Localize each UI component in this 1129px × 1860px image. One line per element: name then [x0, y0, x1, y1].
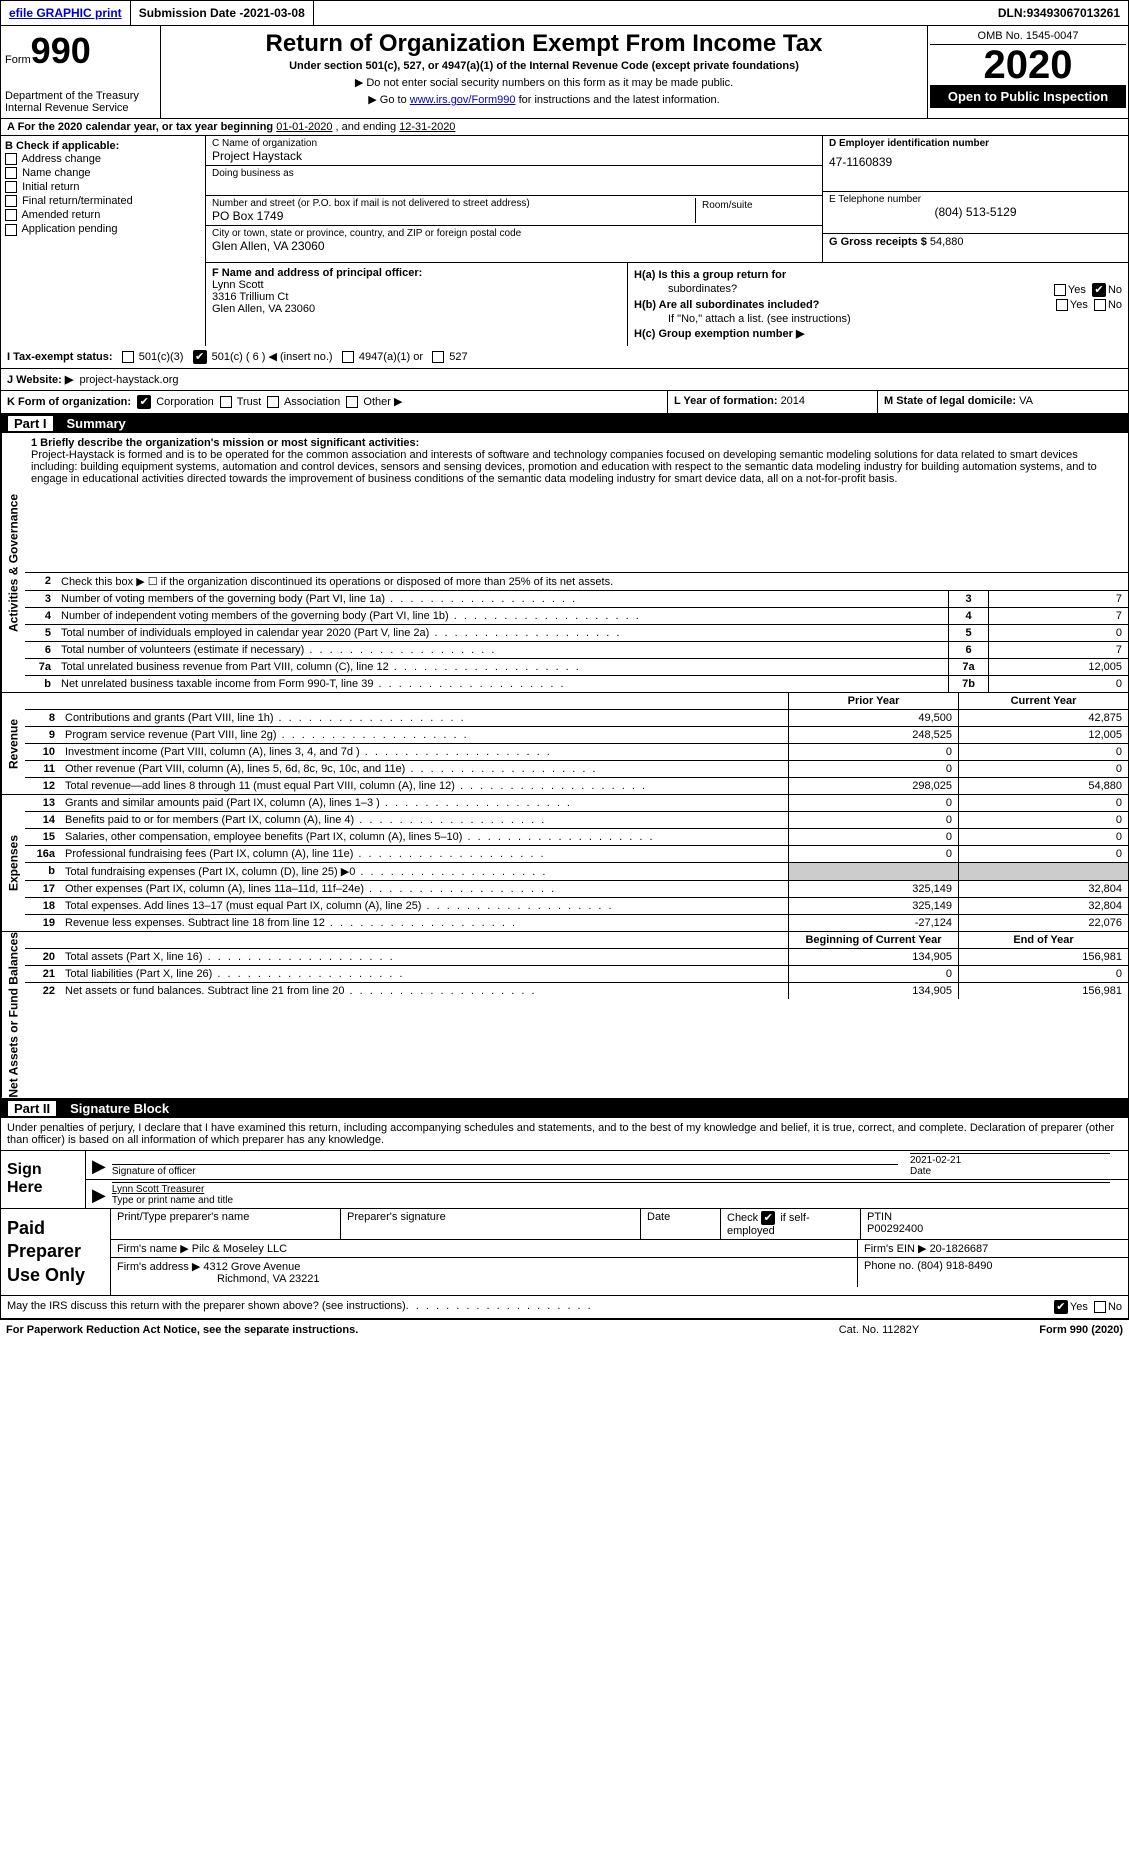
part2-header: Part II Signature Block: [0, 1099, 1129, 1118]
part1-header: Part I Summary: [0, 414, 1129, 433]
summary-line: 8Contributions and grants (Part VIII, li…: [25, 710, 1128, 727]
discuss-with-preparer: May the IRS discuss this return with the…: [0, 1296, 1129, 1319]
gross-receipts-field: G Gross receipts $ 54,880: [823, 234, 1128, 262]
summary-line: 17Other expenses (Part IX, column (A), l…: [25, 881, 1128, 898]
group-return-section: H(a) Is this a group return for subordin…: [628, 263, 1128, 346]
prep-name-hdr: Print/Type preparer's name: [111, 1209, 341, 1239]
website-field: J Website: ▶ project-haystack.org: [1, 369, 1128, 390]
chk-initial-return[interactable]: Initial return: [5, 180, 201, 194]
vtab-expenses: Expenses: [1, 795, 25, 931]
summary-line: 5Total number of individuals employed in…: [25, 625, 1128, 642]
instructions-link[interactable]: www.irs.gov/Form990: [410, 94, 516, 106]
efile-link[interactable]: efile GRAPHIC print: [1, 1, 131, 25]
submission-date: Submission Date - 2021-03-08: [131, 1, 314, 25]
paperwork-notice: For Paperwork Reduction Act Notice, see …: [6, 1324, 358, 1336]
netassets-col-headers: Beginning of Current Year End of Year: [25, 932, 1128, 949]
form-of-org-row: K Form of organization: ✔ Corporation Tr…: [1, 391, 1128, 413]
street-field: Number and street (or P.O. box if mail i…: [206, 196, 822, 226]
summary-line: 14Benefits paid to or for members (Part …: [25, 812, 1128, 829]
form-subtitle: Under section 501(c), 527, or 4947(a)(1)…: [165, 60, 923, 72]
form-header: Form990 Department of the Treasury Inter…: [0, 26, 1129, 119]
row-a-tax-year: A For the 2020 calendar year, or tax yea…: [0, 119, 1129, 136]
form-page-label: Form 990 (2020): [1039, 1324, 1123, 1336]
city-field: City or town, state or province, country…: [206, 226, 822, 255]
summary-line: 2Check this box ▶ ☐ if the organization …: [25, 573, 1128, 591]
signature-block: Under penalties of perjury, I declare th…: [0, 1118, 1129, 1209]
summary-line: 11Other revenue (Part VIII, column (A), …: [25, 761, 1128, 778]
identity-section: B Check if applicable: Address change Na…: [0, 136, 1129, 346]
summary-line: 21Total liabilities (Part X, line 26)00: [25, 966, 1128, 983]
chk-address-change[interactable]: Address change: [5, 152, 201, 166]
prep-selfemp[interactable]: Check ✔ if self-employed: [721, 1209, 861, 1239]
form-title: Return of Organization Exempt From Incom…: [165, 30, 923, 58]
summary-line: bNet unrelated business taxable income f…: [25, 676, 1128, 692]
chk-amended-return[interactable]: Amended return: [5, 208, 201, 222]
signature-date: 2021-02-21Date: [910, 1153, 1110, 1177]
summary-line: bTotal fundraising expenses (Part IX, co…: [25, 863, 1128, 881]
activities-governance-block: Activities & Governance 1 Briefly descri…: [0, 433, 1129, 693]
vtab-revenue: Revenue: [1, 693, 25, 794]
summary-line: 4Number of independent voting members of…: [25, 608, 1128, 625]
catalog-number: Cat. No. 11282Y: [839, 1324, 920, 1336]
vtab-netassets: Net Assets or Fund Balances: [1, 932, 25, 1098]
firm-phone: Phone no. (804) 918-8490: [858, 1258, 1128, 1287]
page-footer: For Paperwork Reduction Act Notice, see …: [0, 1319, 1129, 1340]
header-left: Form990 Department of the Treasury Inter…: [1, 26, 161, 118]
signature-of-officer[interactable]: Signature of officer: [112, 1164, 898, 1177]
revenue-block: Revenue Prior Year Current Year 8Contrib…: [0, 693, 1129, 795]
firm-ein: Firm's EIN ▶ 20-1826687: [858, 1240, 1128, 1257]
box-b: B Check if applicable: Address change Na…: [1, 136, 206, 346]
chk-name-change[interactable]: Name change: [5, 166, 201, 180]
prep-ptin: PTINP00292400: [861, 1209, 1128, 1239]
revenue-col-headers: Prior Year Current Year: [25, 693, 1128, 710]
paid-preparer-label: Paid Preparer Use Only: [1, 1209, 111, 1295]
ijk-section: I Tax-exempt status: 501(c)(3) ✔ 501(c) …: [0, 346, 1129, 414]
dba-field: Doing business as: [206, 166, 822, 196]
summary-line: 15Salaries, other compensation, employee…: [25, 829, 1128, 846]
tax-year: 2020: [930, 45, 1126, 85]
chk-final-return[interactable]: Final return/terminated: [5, 194, 201, 208]
summary-line: 22Net assets or fund balances. Subtract …: [25, 983, 1128, 999]
summary-line: 3Number of voting members of the governi…: [25, 591, 1128, 608]
sign-here-label: Sign Here: [1, 1151, 86, 1208]
org-name-field: C Name of organization Project Haystack: [206, 136, 822, 166]
prep-sig-hdr: Preparer's signature: [341, 1209, 641, 1239]
summary-line: 13Grants and similar amounts paid (Part …: [25, 795, 1128, 812]
paid-preparer-block: Paid Preparer Use Only Print/Type prepar…: [0, 1209, 1129, 1296]
open-to-public: Open to Public Inspection: [930, 85, 1126, 108]
summary-line: 7aTotal unrelated business revenue from …: [25, 659, 1128, 676]
summary-line: 12Total revenue—add lines 8 through 11 (…: [25, 778, 1128, 794]
principal-officer: F Name and address of principal officer:…: [206, 263, 628, 346]
tax-exempt-status: I Tax-exempt status: 501(c)(3) ✔ 501(c) …: [1, 346, 601, 368]
top-bar: efile GRAPHIC print Submission Date - 20…: [0, 0, 1129, 26]
officer-name-title: Lynn Scott TreasurerType or print name a…: [112, 1182, 1110, 1206]
summary-line: 18Total expenses. Add lines 13–17 (must …: [25, 898, 1128, 915]
prep-date-hdr: Date: [641, 1209, 721, 1239]
perjury-declaration: Under penalties of perjury, I declare th…: [1, 1118, 1128, 1151]
firm-name: Firm's name ▶ Pilc & Moseley LLC: [111, 1240, 858, 1257]
summary-line: 19Revenue less expenses. Subtract line 1…: [25, 915, 1128, 931]
summary-line: 20Total assets (Part X, line 16)134,9051…: [25, 949, 1128, 966]
privacy-note: ▶ Do not enter social security numbers o…: [165, 76, 923, 89]
summary-line: 10Investment income (Part VIII, column (…: [25, 744, 1128, 761]
header-right: OMB No. 1545-0047 2020 Open to Public In…: [928, 26, 1128, 118]
expenses-block: Expenses 13Grants and similar amounts pa…: [0, 795, 1129, 932]
summary-line: 6Total number of volunteers (estimate if…: [25, 642, 1128, 659]
summary-line: 16aProfessional fundraising fees (Part I…: [25, 846, 1128, 863]
chk-application-pending[interactable]: Application pending: [5, 222, 201, 236]
mission-field: 1 Briefly describe the organization's mi…: [25, 433, 1128, 573]
vtab-activities: Activities & Governance: [1, 433, 25, 692]
ein-field: D Employer identification number 47-1160…: [823, 136, 1128, 192]
firm-address: Firm's address ▶ 4312 Grove Avenue Richm…: [111, 1258, 858, 1287]
signature-arrow-icon: ▶: [92, 1156, 106, 1177]
instructions-note: ▶ Go to www.irs.gov/Form990 for instruct…: [165, 93, 923, 106]
dln: DLN: 93493067013261: [990, 1, 1128, 25]
telephone-field: E Telephone number (804) 513-5129: [823, 192, 1128, 234]
dept-treasury: Department of the Treasury Internal Reve…: [5, 90, 156, 114]
netassets-block: Net Assets or Fund Balances Beginning of…: [0, 932, 1129, 1099]
header-middle: Return of Organization Exempt From Incom…: [161, 26, 928, 118]
name-arrow-icon: ▶: [92, 1185, 106, 1206]
summary-line: 9Program service revenue (Part VIII, lin…: [25, 727, 1128, 744]
